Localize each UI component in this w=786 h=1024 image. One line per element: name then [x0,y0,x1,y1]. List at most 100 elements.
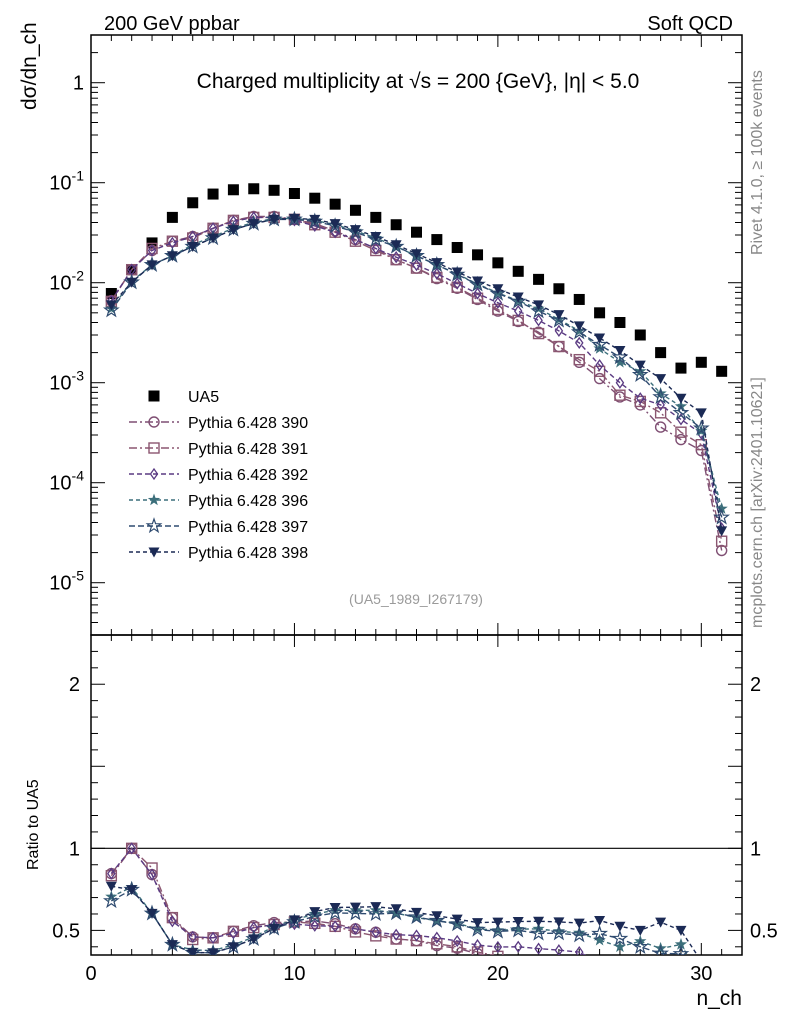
point-pythia-6-428-398 [675,393,687,404]
ratio-point-pythia-6-428-397 [428,911,446,928]
point-ua5 [451,241,463,253]
ratio-point-pythia-6-428-392 [391,928,401,941]
axis-ticks [90,34,743,955]
y-tick-label: 10-5 [49,568,84,595]
point-pythia-6-428-392 [493,296,503,309]
ratio-point-pythia-6-428-398 [146,908,158,919]
point-ua5 [695,356,707,368]
ratio-point-pythia-6-428-391 [370,930,382,942]
ratio-point-pythia-6-428-398 [533,916,545,927]
legend: UA5 Pythia 6.428 390 Pythia 6.428 391 Pythi… [129,389,308,562]
watermark: (UA5_1989_I267179) [349,591,483,607]
point-pythia-6-428-391 [593,365,606,378]
point-pythia-6-428-398 [207,233,219,244]
ratio-point-pythia-6-428-398 [675,925,687,936]
point-pythia-6-428-391 [492,303,504,316]
point-pythia-6-428-398 [390,240,402,251]
ratio-point-pythia-6-428-392 [330,920,340,933]
ratio-line-pythia-6-428-392 [110,847,587,955]
ratio-point-pythia-6-428-397 [469,920,486,937]
point-ua5 [187,197,199,209]
point-pythia-6-428-397 [367,230,385,247]
legend-label-pythia-6-428-398: Pythia 6.428 398 [188,545,308,562]
point-ua5 [716,365,728,377]
ratio-frame [90,634,743,956]
ratio-point-pythia-6-428-392 [534,942,543,955]
point-ua5 [675,362,687,374]
point-pythia-6-428-398 [716,526,728,537]
point-pythia-6-428-391 [410,262,423,274]
ratio-point-pythia-6-428-398 [227,942,239,953]
point-pythia-6-428-398 [309,214,321,225]
point-pythia-6-428-392 [656,398,665,412]
point-pythia-6-428-398 [512,292,524,303]
ratio-point-pythia-6-428-392 [351,922,360,935]
ratio-point-pythia-6-428-398 [451,914,463,925]
point-pythia-6-428-398 [370,231,382,242]
point-pythia-6-428-398 [695,408,707,419]
point-pythia-6-428-392 [351,233,360,246]
ratio-point-pythia-6-428-397 [102,892,120,909]
point-pythia-6-428-397 [652,388,670,405]
point-pythia-6-428-398 [573,321,585,332]
ratio-point-pythia-6-428-397 [631,937,649,955]
ratio-point-pythia-6-428-397 [204,943,222,955]
point-pythia-6-428-391 [614,389,626,401]
ratio-point-pythia-6-428-397 [591,924,609,941]
point-pythia-6-428-391 [146,242,158,255]
legend-marker-pythia-6-428-398 [148,547,160,558]
point-ua5 [533,273,545,285]
point-pythia-6-428-397 [611,348,629,365]
point-pythia-6-428-398 [105,300,117,311]
series-line-pythia-6-428-392 [110,216,723,529]
ratio-point-pythia-6-428-398 [187,948,199,955]
ratio-point-pythia-6-428-392 [554,944,564,955]
point-pythia-6-428-392 [147,244,157,257]
ratio-point-pythia-6-428-392 [127,842,136,855]
ratio-point-pythia-6-428-392 [432,931,442,944]
ratio-line-pythia-6-428-391 [110,847,495,955]
point-pythia-6-428-398 [411,249,422,260]
ratio-tick-label-right: 0.5 [750,920,778,942]
legend-marker-pythia-6-428-392 [149,467,159,481]
ratio-point-pythia-6-428-398 [553,917,565,928]
ratio-line-pythia-6-428-398 [111,885,699,955]
ratio-point-pythia-6-428-397 [306,907,324,924]
point-pythia-6-428-392 [513,304,523,318]
ratio-point-pythia-6-428-392 [513,940,523,953]
header-right: Soft QCD [647,13,733,35]
legend-label-ua5: UA5 [188,389,219,406]
ratio-point-pythia-6-428-396 [674,938,688,950]
point-pythia-6-428-398 [288,213,300,224]
point-pythia-6-428-390 [675,433,687,446]
point-ua5 [248,183,260,195]
ratio-tick-label-right: 2 [750,674,761,696]
point-pythia-6-428-397 [672,403,690,421]
point-ua5 [553,283,565,295]
legend-marker-pythia-6-428-396 [147,493,161,506]
point-pythia-6-428-398 [634,360,646,371]
ratio-point-pythia-6-428-398 [411,907,422,918]
legend-label-pythia-6-428-391: Pythia 6.428 391 [188,441,308,458]
point-pythia-6-428-398 [553,310,565,321]
point-pythia-6-428-398 [655,374,667,385]
point-pythia-6-428-398 [594,333,606,344]
ratio-series [102,842,699,955]
legend-marker-pythia-6-428-391 [148,442,160,454]
ratio-point-pythia-6-428-397 [570,926,588,943]
point-ua5 [472,249,484,261]
point-pythia-6-428-391 [675,426,687,438]
point-pythia-6-428-390 [593,372,606,385]
legend-label-pythia-6-428-396: Pythia 6.428 396 [188,493,308,510]
side-text-bottom: mcplots.cern.ch [arXiv:2401.10621] [749,377,766,628]
point-ua5 [207,188,219,200]
ratio-point-pythia-6-428-392 [208,931,218,944]
point-pythia-6-428-398 [472,276,484,287]
ratio-point-pythia-6-428-392 [107,867,116,880]
point-pythia-6-428-396 [634,364,647,377]
ratio-point-pythia-6-428-397 [489,922,507,939]
header-left: 200 GeV ppbar [104,13,240,35]
point-pythia-6-428-397 [530,302,547,319]
point-pythia-6-428-390 [654,421,667,433]
ratio-point-pythia-6-428-398 [166,940,178,951]
